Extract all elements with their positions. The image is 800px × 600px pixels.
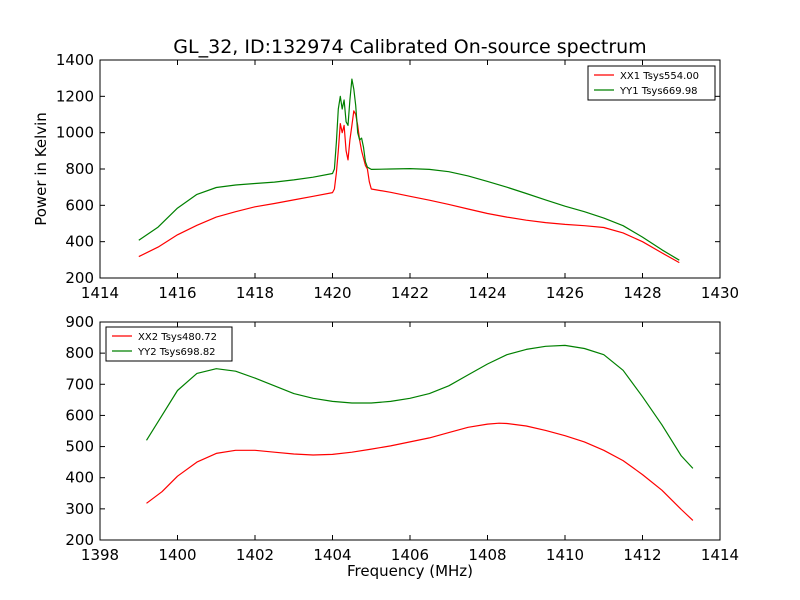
x-tick-label: 1424 bbox=[468, 284, 506, 302]
x-tick-label: 1418 bbox=[236, 284, 274, 302]
x-tick-label: 1420 bbox=[313, 284, 351, 302]
y-tick-label: 1400 bbox=[56, 51, 94, 69]
y-tick-label: 300 bbox=[65, 500, 94, 518]
x-tick-label: 1414 bbox=[701, 546, 739, 564]
y-tick-label: 200 bbox=[65, 269, 94, 287]
x-tick-label: 1398 bbox=[81, 546, 119, 564]
x-tick-label: 1412 bbox=[623, 546, 661, 564]
x-tick-label: 1426 bbox=[546, 284, 584, 302]
chart-panel-1: 1414 1416 1418 1420 1422 1424 1426 1428 1430 200 4… bbox=[32, 36, 739, 302]
series-line-2-1 bbox=[146, 422, 694, 521]
y-tick-label: 600 bbox=[65, 406, 94, 424]
x-tick-label: 1408 bbox=[468, 546, 506, 564]
x-tick-label: 1402 bbox=[236, 546, 274, 564]
y-tick-label: 500 bbox=[65, 438, 94, 456]
x-tick-label: 1410 bbox=[546, 546, 584, 564]
legend-box bbox=[105, 326, 233, 362]
chart-panel-2: 1398 1400 1402 1404 1406 1408 1410 1412 1414 200 3… bbox=[65, 313, 739, 580]
x-tick-label: 1428 bbox=[623, 284, 661, 302]
series-line-2-2 bbox=[145, 344, 694, 469]
legend-label: XX2 Tsys480.72 bbox=[138, 332, 217, 343]
legend-label: YY1 Tsys669.98 bbox=[619, 86, 698, 97]
x-tick-label: 1404 bbox=[313, 546, 351, 564]
series-line-1-2 bbox=[138, 78, 680, 261]
legend-2: XX2 Tsys480.72 YY2 Tsys698.82 bbox=[105, 326, 233, 362]
legend-label: XX1 Tsys554.00 bbox=[620, 71, 699, 82]
x-axis-label: Frequency (MHz) bbox=[347, 562, 473, 580]
y-tick-label: 700 bbox=[65, 375, 94, 393]
y-tick-label: 800 bbox=[65, 160, 94, 178]
y-axis-label: Power in Kelvin bbox=[32, 112, 50, 226]
x-tick-label: 1414 bbox=[81, 284, 119, 302]
legend-label: YY2 Tsys698.82 bbox=[137, 347, 216, 358]
legend-box bbox=[587, 65, 716, 101]
x-tick-label: 1422 bbox=[391, 284, 429, 302]
x-tick-label: 1406 bbox=[391, 546, 429, 564]
y-tick-label: 1000 bbox=[56, 124, 94, 142]
y-tick-label: 400 bbox=[65, 469, 94, 487]
y-tick-label: 200 bbox=[65, 531, 94, 549]
y-tick-label: 900 bbox=[65, 313, 94, 331]
y-tick-label: 800 bbox=[65, 344, 94, 362]
y-tick-label: 1200 bbox=[56, 87, 94, 105]
legend-1: XX1 Tsys554.00 YY1 Tsys669.98 bbox=[587, 65, 716, 101]
x-tick-label: 1400 bbox=[158, 546, 196, 564]
y-tick-label: 400 bbox=[65, 233, 94, 251]
x-tick-label: 1416 bbox=[158, 284, 196, 302]
y-tick-label: 600 bbox=[65, 196, 94, 214]
chart-title: GL_32, ID:132974 Calibrated On-source sp… bbox=[173, 36, 646, 58]
x-tick-label: 1430 bbox=[701, 284, 739, 302]
